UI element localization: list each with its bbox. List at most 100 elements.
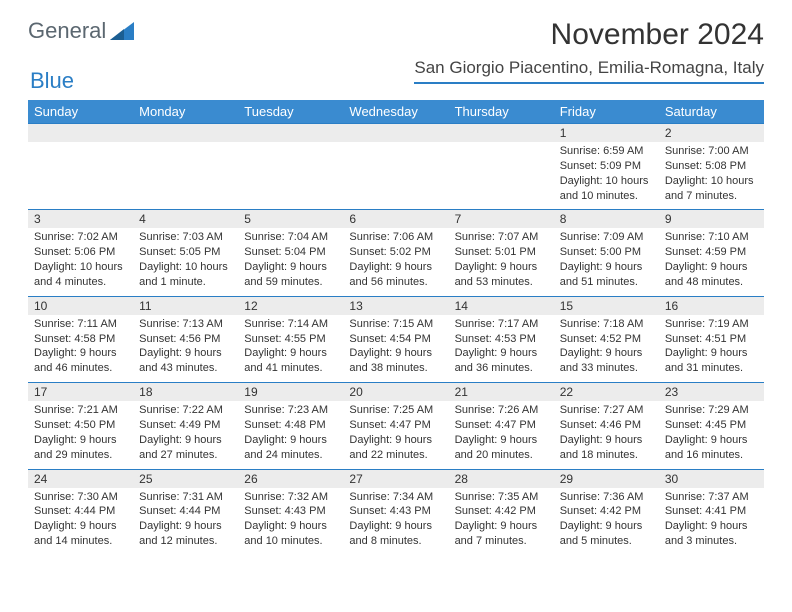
day-number: 11 [139,299,151,313]
sunset-text: Sunset: 5:02 PM [349,245,442,260]
daylight-text: Daylight: 9 hours and 10 minutes. [244,519,337,549]
day-number: 24 [34,472,47,486]
sunset-text: Sunset: 4:46 PM [560,418,653,433]
sunrise-text: Sunrise: 7:21 AM [34,403,127,418]
day-detail-cell: Sunrise: 7:31 AMSunset: 4:44 PMDaylight:… [133,488,238,555]
daylight-text: Daylight: 9 hours and 41 minutes. [244,346,337,376]
sunrise-text: Sunrise: 7:27 AM [560,403,653,418]
sunset-text: Sunset: 5:06 PM [34,245,127,260]
day-number-cell: 24 [28,469,133,488]
day-number-cell: 4 [133,210,238,229]
day-number-cell: 15 [554,296,659,315]
daylight-text: Daylight: 9 hours and 16 minutes. [665,433,758,463]
sunrise-text: Sunrise: 7:26 AM [455,403,548,418]
day-number-cell: 9 [659,210,764,229]
day-detail-cell: Sunrise: 7:10 AMSunset: 4:59 PMDaylight:… [659,228,764,296]
day-number-cell: 2 [659,124,764,143]
sunrise-text: Sunrise: 7:02 AM [34,230,127,245]
sunset-text: Sunset: 5:09 PM [560,159,653,174]
day-number: 6 [349,212,356,226]
day-number: 30 [665,472,678,486]
sunset-text: Sunset: 4:58 PM [34,332,127,347]
day-detail-cell: Sunrise: 7:17 AMSunset: 4:53 PMDaylight:… [449,315,554,383]
sunset-text: Sunset: 4:43 PM [349,504,442,519]
col-saturday: Saturday [659,100,764,124]
day-number-cell: 5 [238,210,343,229]
sunrise-text: Sunrise: 7:00 AM [665,144,758,159]
sunset-text: Sunset: 5:05 PM [139,245,232,260]
day-number-cell: 13 [343,296,448,315]
daylight-text: Daylight: 9 hours and 31 minutes. [665,346,758,376]
sunrise-text: Sunrise: 7:29 AM [665,403,758,418]
sunrise-text: Sunrise: 6:59 AM [560,144,653,159]
daylight-text: Daylight: 9 hours and 38 minutes. [349,346,442,376]
col-thursday: Thursday [449,100,554,124]
day-number-cell: 29 [554,469,659,488]
daylight-text: Daylight: 9 hours and 12 minutes. [139,519,232,549]
sunset-text: Sunset: 5:00 PM [560,245,653,260]
day-number: 5 [244,212,251,226]
day-number: 12 [244,299,257,313]
day-detail-cell [238,142,343,210]
day-detail-cell: Sunrise: 7:34 AMSunset: 4:43 PMDaylight:… [343,488,448,555]
day-number-cell: 6 [343,210,448,229]
day-detail-cell: Sunrise: 7:07 AMSunset: 5:01 PMDaylight:… [449,228,554,296]
sunrise-text: Sunrise: 7:34 AM [349,490,442,505]
sunrise-text: Sunrise: 7:14 AM [244,317,337,332]
day-number-cell: 23 [659,383,764,402]
daylight-text: Daylight: 9 hours and 53 minutes. [455,260,548,290]
daylight-text: Daylight: 10 hours and 4 minutes. [34,260,127,290]
daylight-text: Daylight: 9 hours and 46 minutes. [34,346,127,376]
sunrise-text: Sunrise: 7:23 AM [244,403,337,418]
daylight-text: Daylight: 9 hours and 36 minutes. [455,346,548,376]
sunset-text: Sunset: 5:01 PM [455,245,548,260]
daynum-row: 12 [28,124,764,143]
day-number: 23 [665,385,678,399]
daylight-text: Daylight: 9 hours and 29 minutes. [34,433,127,463]
day-number-cell: 27 [343,469,448,488]
day-detail-cell [449,142,554,210]
day-number: 18 [139,385,152,399]
day-number-cell: 26 [238,469,343,488]
day-number-cell [238,124,343,143]
day-number: 14 [455,299,468,313]
sunrise-text: Sunrise: 7:25 AM [349,403,442,418]
sunrise-text: Sunrise: 7:18 AM [560,317,653,332]
sunrise-text: Sunrise: 7:03 AM [139,230,232,245]
day-detail-cell: Sunrise: 7:13 AMSunset: 4:56 PMDaylight:… [133,315,238,383]
sunrise-text: Sunrise: 7:31 AM [139,490,232,505]
sunrise-text: Sunrise: 7:11 AM [34,317,127,332]
sunset-text: Sunset: 4:43 PM [244,504,337,519]
day-detail-cell: Sunrise: 7:00 AMSunset: 5:08 PMDaylight:… [659,142,764,210]
daynum-row: 24252627282930 [28,469,764,488]
sunrise-text: Sunrise: 7:22 AM [139,403,232,418]
sunrise-text: Sunrise: 7:35 AM [455,490,548,505]
day-detail-cell: Sunrise: 7:19 AMSunset: 4:51 PMDaylight:… [659,315,764,383]
day-number-cell: 30 [659,469,764,488]
daylight-text: Daylight: 10 hours and 7 minutes. [665,174,758,204]
sunrise-text: Sunrise: 7:10 AM [665,230,758,245]
sunset-text: Sunset: 4:52 PM [560,332,653,347]
detail-row: Sunrise: 7:21 AMSunset: 4:50 PMDaylight:… [28,401,764,469]
day-detail-cell: Sunrise: 7:27 AMSunset: 4:46 PMDaylight:… [554,401,659,469]
location-subtitle: San Giorgio Piacentino, Emilia-Romagna, … [414,58,764,84]
daylight-text: Daylight: 10 hours and 1 minute. [139,260,232,290]
daylight-text: Daylight: 9 hours and 24 minutes. [244,433,337,463]
col-sunday: Sunday [28,100,133,124]
sunrise-text: Sunrise: 7:07 AM [455,230,548,245]
day-detail-cell: Sunrise: 7:11 AMSunset: 4:58 PMDaylight:… [28,315,133,383]
daylight-text: Daylight: 9 hours and 22 minutes. [349,433,442,463]
day-number: 13 [349,299,362,313]
day-detail-cell: Sunrise: 7:25 AMSunset: 4:47 PMDaylight:… [343,401,448,469]
sunrise-text: Sunrise: 7:17 AM [455,317,548,332]
day-number-cell [343,124,448,143]
day-number: 15 [560,299,573,313]
day-number: 16 [665,299,678,313]
daylight-text: Daylight: 9 hours and 33 minutes. [560,346,653,376]
sunrise-text: Sunrise: 7:30 AM [34,490,127,505]
daylight-text: Daylight: 9 hours and 48 minutes. [665,260,758,290]
logo-triangle-icon [110,22,134,40]
day-number-cell: 1 [554,124,659,143]
day-number-cell: 21 [449,383,554,402]
brand-part2: Blue [30,68,74,93]
